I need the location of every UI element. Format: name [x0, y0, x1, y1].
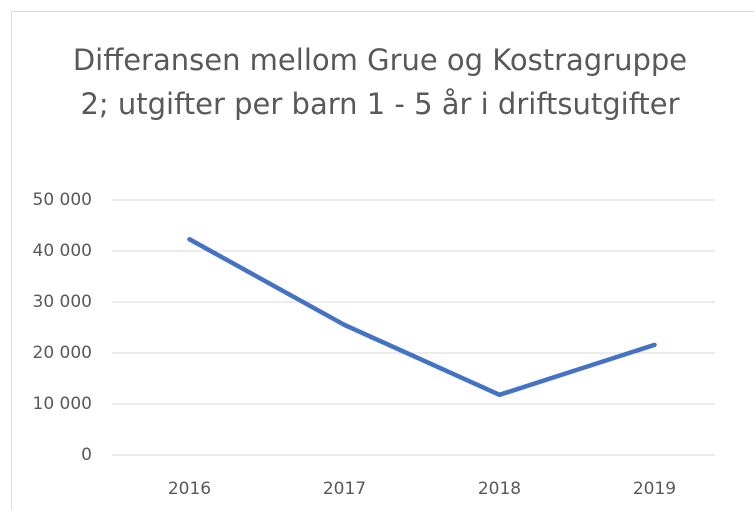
chart-title: Differansen mellom Grue og Kostragruppe …	[72, 43, 688, 121]
x-tick-label: 2019	[633, 479, 676, 499]
y-tick-label: 20 000	[33, 343, 92, 363]
x-tick-label: 2017	[323, 479, 366, 499]
y-tick-label: 30 000	[33, 292, 92, 312]
data-line	[187, 237, 657, 398]
y-tick-label: 50 000	[33, 190, 92, 210]
x-tick-label: 2018	[478, 479, 521, 499]
chart-frame	[11, 11, 754, 510]
x-tick-label: 2016	[168, 479, 211, 499]
y-tick-label: 0	[81, 445, 92, 465]
y-tick-label: 40 000	[33, 241, 92, 261]
y-tick-label: 10 000	[33, 394, 92, 414]
